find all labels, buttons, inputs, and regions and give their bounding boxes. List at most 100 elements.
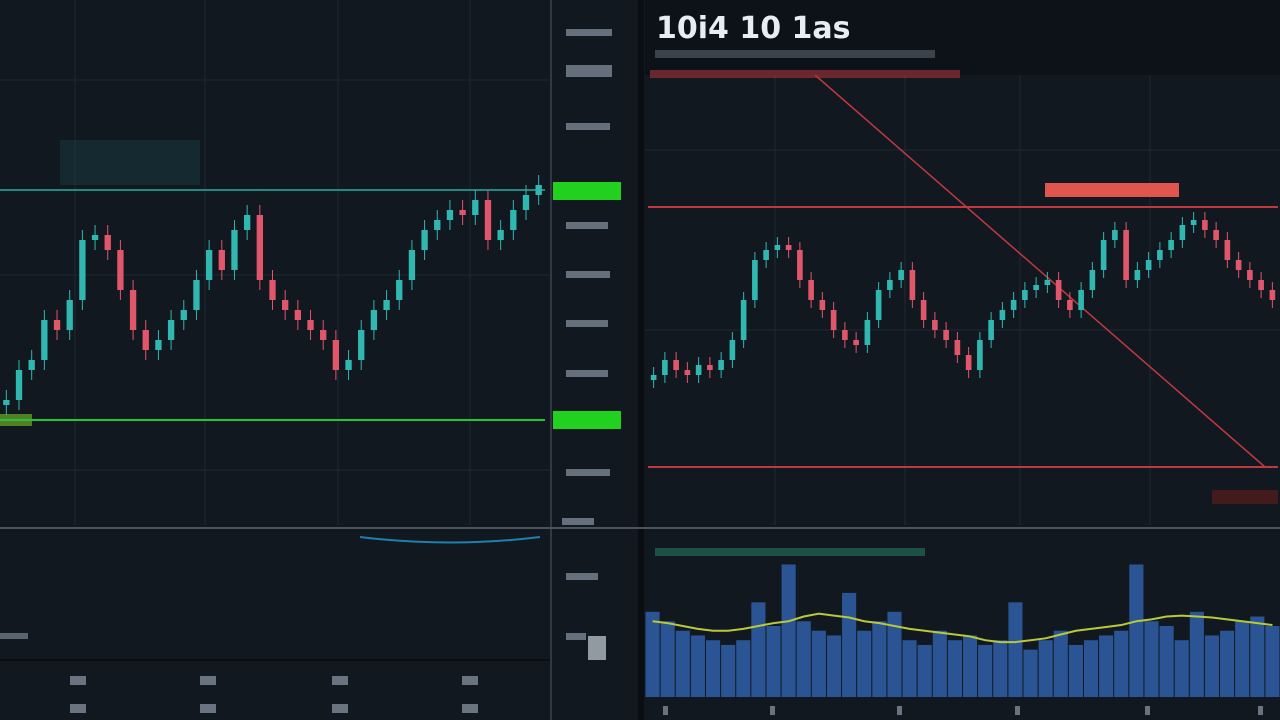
candle-body [497, 230, 504, 240]
candle-body [1067, 300, 1073, 310]
pane-label-blur [0, 633, 28, 639]
candle-body [819, 300, 826, 310]
volume-bar [947, 640, 962, 697]
time-label-blur [462, 676, 478, 685]
candle-body [28, 360, 35, 370]
level-price-tag [1212, 490, 1278, 504]
volume-bar [811, 630, 826, 697]
axis-label-blur [566, 633, 586, 640]
candle-body [472, 200, 479, 215]
candle-body [785, 245, 792, 250]
volume-bar [902, 640, 917, 697]
candle-body [243, 215, 251, 230]
time-label-blur [1015, 706, 1020, 715]
time-label-blur [1145, 706, 1150, 715]
volume-bar [857, 630, 872, 697]
time-label-blur [897, 706, 902, 715]
time-label-blur [1258, 706, 1263, 715]
candle-body [988, 320, 994, 340]
price-axis-labels [562, 29, 612, 660]
candle-body [1235, 260, 1242, 270]
candle-body [920, 300, 927, 320]
level-price-tag [553, 182, 621, 200]
axis-label-blur [562, 518, 594, 525]
candle-body [718, 360, 724, 370]
candle-body [740, 300, 747, 340]
candle-body [752, 260, 758, 300]
volume-bar [645, 611, 660, 697]
volume-bar [1099, 635, 1114, 697]
axis-label-blur [566, 370, 608, 377]
candle-body [53, 320, 61, 330]
candle-body [91, 235, 99, 240]
volume-bar [1174, 640, 1189, 697]
candle-body [999, 310, 1006, 320]
average-line [652, 612, 1273, 644]
candle-body [205, 250, 213, 280]
candle-body [193, 280, 200, 310]
axis-label-blur [566, 222, 608, 229]
candle-body [774, 245, 781, 250]
time-label-blur [332, 704, 348, 713]
candle-body [269, 280, 276, 300]
candle-body [142, 330, 149, 350]
time-label-blur [70, 676, 86, 685]
candle-body [41, 320, 48, 360]
candle-body [909, 270, 916, 300]
candle-body [1123, 230, 1129, 280]
candle-body [1213, 230, 1219, 240]
volume-bar [872, 621, 887, 697]
candle-body [459, 210, 466, 215]
candle-body [535, 185, 542, 195]
candle-body [332, 340, 340, 370]
candle-body [1202, 220, 1208, 230]
time-label-blur [462, 704, 478, 713]
volume-bar [1189, 611, 1204, 697]
candle-body [1010, 300, 1017, 310]
trend-line [814, 74, 1266, 468]
volume-bar [1038, 640, 1053, 697]
candle-body [1157, 250, 1163, 260]
candle-body [673, 360, 679, 370]
candle-body [1022, 290, 1028, 300]
candle-body [1055, 280, 1062, 300]
glow [60, 140, 200, 185]
candle-body [684, 370, 691, 375]
candle-body [864, 320, 871, 345]
candle-body [875, 290, 882, 320]
candle-body [383, 300, 390, 310]
volume-bar [705, 640, 721, 697]
time-axis-labels [70, 676, 1263, 715]
volume-bar [766, 626, 781, 697]
volume-bar [751, 602, 766, 697]
axis-handle [588, 636, 606, 660]
candle-body [256, 215, 263, 280]
indicator-curve [359, 536, 541, 544]
candle-body [1258, 280, 1264, 290]
volume-bar [721, 644, 736, 697]
volume-bar [993, 640, 1008, 697]
candle-body [965, 355, 972, 370]
candle-body [421, 230, 428, 250]
candle-body [129, 290, 137, 330]
candle-body [282, 300, 289, 310]
volume-bar [781, 564, 796, 697]
candle-body [320, 330, 327, 340]
candle-body [15, 370, 23, 400]
axis-label-blur [566, 123, 610, 130]
candle-body [231, 230, 238, 270]
candle-body [1089, 270, 1096, 290]
candle-body [1078, 290, 1084, 310]
candle-body [729, 340, 736, 360]
volume-bar [842, 592, 857, 697]
time-label-blur [200, 704, 216, 713]
volume-bar [963, 635, 978, 697]
axis-label-blur [566, 320, 608, 327]
candle-body [650, 375, 657, 380]
candle-body [1224, 240, 1231, 260]
volume-bar [1114, 630, 1129, 697]
candle-body [484, 200, 492, 240]
title: 10i4 10 1as [656, 11, 851, 46]
